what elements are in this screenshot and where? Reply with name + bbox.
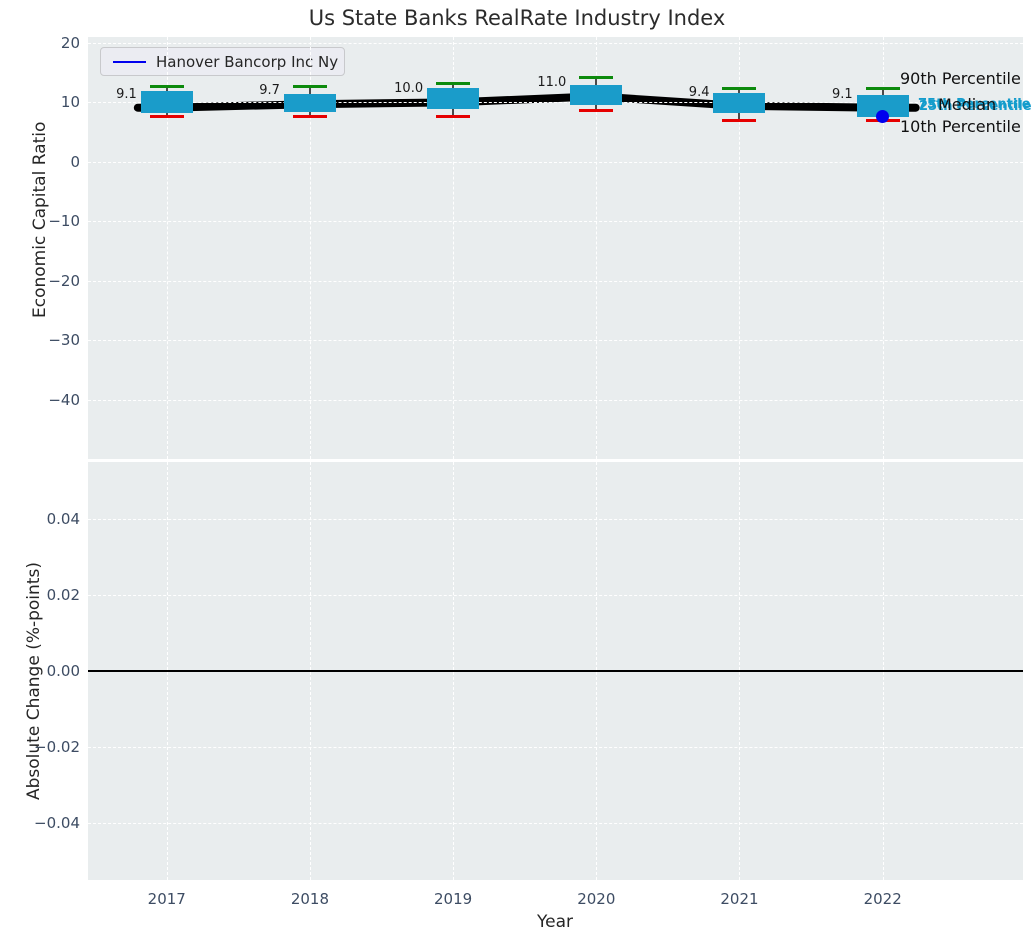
- x-tick-label: 2019: [413, 890, 493, 908]
- p10-cap: [436, 115, 470, 118]
- median-value-annotation: 11.0: [506, 75, 566, 90]
- p90-cap: [866, 87, 900, 90]
- iqr-box: [427, 88, 479, 109]
- y-tick-label: −40: [8, 391, 80, 409]
- p10-cap: [579, 109, 613, 112]
- percentile-90-label: 90th Percentile: [900, 69, 1021, 88]
- zero-change-line: [88, 670, 1023, 672]
- p90-cap: [293, 85, 327, 88]
- p90-cap: [436, 82, 470, 85]
- iqr-box: [141, 91, 193, 113]
- y-tick-label: 0.00: [8, 662, 80, 680]
- iqr-box: [713, 93, 765, 113]
- p90-cap: [579, 76, 613, 79]
- y-tick-label: −30: [8, 331, 80, 349]
- y-tick-label: 10: [8, 93, 80, 111]
- iqr-box: [284, 94, 336, 112]
- p10-cap: [150, 115, 184, 118]
- p90-cap: [150, 85, 184, 88]
- y-tick-label: 20: [8, 34, 80, 52]
- x-tick-label: 2021: [699, 890, 779, 908]
- y-tick-label: −0.04: [8, 814, 80, 832]
- median-value-annotation: 9.1: [77, 87, 137, 102]
- x-tick-label: 2020: [556, 890, 636, 908]
- p10-cap: [722, 119, 756, 122]
- y-tick-label: −10: [8, 212, 80, 230]
- y-tick-label: −20: [8, 272, 80, 290]
- y-tick-label: 0.02: [8, 586, 80, 604]
- chart-title: Us State Banks RealRate Industry Index: [0, 6, 1034, 30]
- x-tick-label: 2022: [843, 890, 923, 908]
- legend-line-sample: [113, 61, 146, 63]
- x-tick-label: 2018: [270, 890, 350, 908]
- median-label: Median: [938, 95, 996, 114]
- median-value-annotation: 9.7: [220, 83, 280, 98]
- y-tick-label: 0: [8, 153, 80, 171]
- legend: Hanover Bancorp Inc Ny: [100, 47, 345, 76]
- x-axis-label: Year: [0, 912, 1034, 932]
- percentile-10-label: 10th Percentile: [900, 117, 1021, 136]
- median-value-annotation: 9.4: [649, 85, 709, 100]
- y-tick-label: 0.04: [8, 510, 80, 528]
- iqr-box: [570, 85, 622, 105]
- p90-cap: [722, 87, 756, 90]
- p10-cap: [293, 115, 327, 118]
- chart-figure: Us State Banks RealRate Industry Index E…: [0, 0, 1034, 942]
- median-value-annotation: 10.0: [363, 81, 423, 96]
- median-value-annotation: 9.1: [793, 87, 853, 102]
- y-tick-label: −0.02: [8, 738, 80, 756]
- x-tick-label: 2017: [127, 890, 207, 908]
